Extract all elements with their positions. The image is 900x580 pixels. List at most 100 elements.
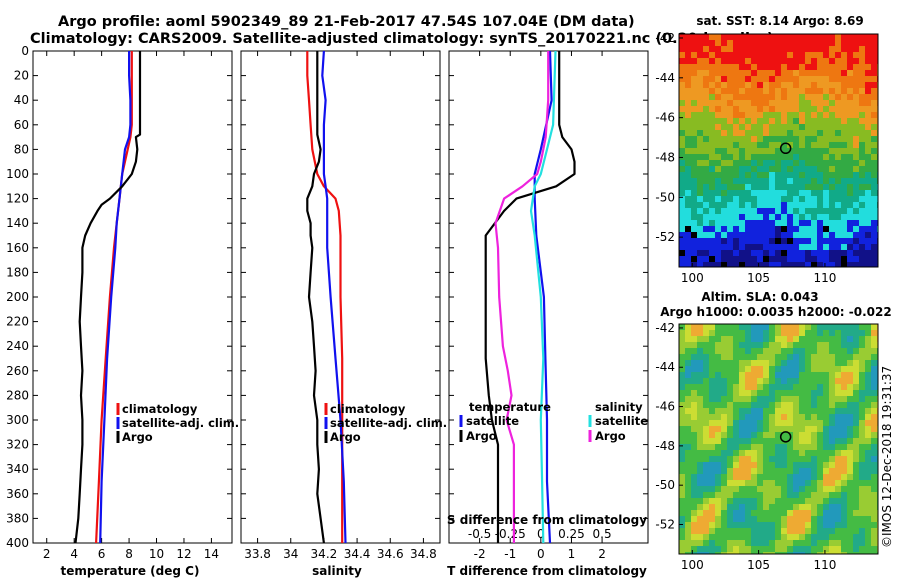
map-cell <box>757 148 764 155</box>
map-cell <box>745 214 752 221</box>
map-cell <box>751 208 758 215</box>
map-cell <box>691 226 698 233</box>
map-cell <box>739 324 746 331</box>
map-cell <box>787 528 794 535</box>
map-cell <box>835 82 842 89</box>
x-tick-label: 14 <box>204 547 219 561</box>
map-cell <box>769 462 776 469</box>
map-cell <box>853 124 860 131</box>
map-cell <box>685 184 692 191</box>
map-cell <box>757 184 764 191</box>
map-cell <box>847 546 854 553</box>
map-cell <box>847 414 854 421</box>
map-cell <box>805 226 812 233</box>
map-cell <box>829 82 836 89</box>
map-cell <box>763 136 770 143</box>
map-cell <box>727 118 734 125</box>
map-cell <box>841 148 848 155</box>
map-cell <box>679 172 686 179</box>
map-cell <box>733 510 740 517</box>
map-cell <box>835 498 842 505</box>
map-cell <box>793 112 800 119</box>
map-cell <box>829 196 836 203</box>
map-cell <box>871 408 878 415</box>
map-cell <box>757 214 764 221</box>
map-cell <box>751 546 758 553</box>
map-cell <box>829 52 836 59</box>
map-cell <box>799 468 806 475</box>
map-cell <box>703 348 710 355</box>
map-cell <box>751 402 758 409</box>
map-cell <box>691 34 698 41</box>
map-cell <box>715 342 722 349</box>
map-cell <box>697 546 704 553</box>
map-cell <box>793 426 800 433</box>
map-cell <box>721 474 728 481</box>
map-cell <box>763 360 770 367</box>
map-cell <box>751 58 758 65</box>
map-cell <box>739 136 746 143</box>
map-cell <box>709 414 716 421</box>
map-cell <box>709 330 716 337</box>
map-cell <box>823 166 830 173</box>
map-cell <box>751 486 758 493</box>
map-cell <box>739 354 746 361</box>
map-cell <box>685 444 692 451</box>
map-cell <box>721 226 728 233</box>
map-cell <box>733 70 740 77</box>
map-cell <box>781 130 788 137</box>
map-cell <box>793 486 800 493</box>
map-cell <box>691 540 698 547</box>
s-tick-label: -0.5 <box>468 527 491 541</box>
depth-tick-label: 380 <box>6 511 29 525</box>
map-cell <box>721 468 728 475</box>
map-cell <box>757 534 764 541</box>
map-cell <box>763 432 770 439</box>
map-cell <box>757 384 764 391</box>
map-cell <box>829 462 836 469</box>
map-cell <box>709 516 716 523</box>
map-cell <box>823 354 830 361</box>
map-cell <box>793 414 800 421</box>
map-cell <box>739 238 746 245</box>
map-cell <box>817 262 824 268</box>
map-cell <box>847 354 854 361</box>
map-cell <box>727 238 734 245</box>
map-cell <box>841 342 848 349</box>
map-cell <box>751 76 758 83</box>
lat-tick-label: -48 <box>655 439 675 453</box>
map-cell <box>763 540 770 547</box>
map-cell <box>751 184 758 191</box>
map-cell <box>709 232 716 239</box>
map-cell <box>727 480 734 487</box>
map-cell <box>685 40 692 47</box>
map-cell <box>757 196 764 203</box>
s-tick-label: 0.5 <box>593 527 612 541</box>
map-cell <box>793 148 800 155</box>
map-cell <box>799 190 806 197</box>
map-cell <box>811 244 818 251</box>
map-cell <box>715 492 722 499</box>
map-cell <box>685 130 692 137</box>
map-cell <box>775 142 782 149</box>
map-cell <box>697 360 704 367</box>
legend-label: Argo <box>466 429 497 443</box>
map-cell <box>733 112 740 119</box>
map-cell <box>799 172 806 179</box>
map-cell <box>727 196 734 203</box>
map-cell <box>721 324 728 331</box>
map-cell <box>805 256 812 263</box>
map-cell <box>751 426 758 433</box>
map-cell <box>691 510 698 517</box>
map-cell <box>721 112 728 119</box>
difference-xlabel: T difference from climatology <box>447 564 647 578</box>
map-cell <box>805 510 812 517</box>
map-cell <box>829 504 836 511</box>
map-cell <box>871 190 878 197</box>
map-cell <box>727 372 734 379</box>
map-cell <box>739 522 746 529</box>
map-cell <box>811 88 818 95</box>
map-cell <box>763 426 770 433</box>
map-cell <box>823 420 830 427</box>
depth-tick-label: 100 <box>6 167 29 181</box>
